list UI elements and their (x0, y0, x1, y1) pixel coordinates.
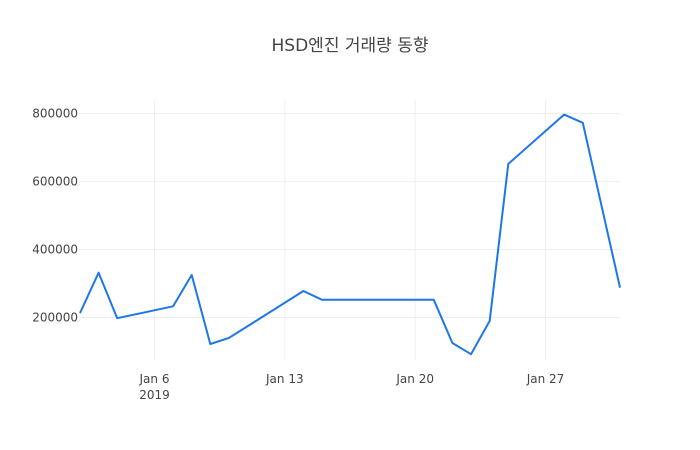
x-tick-label: Jan 20 (395, 372, 434, 386)
x-tick-label: Jan 6 (139, 372, 170, 386)
x-tick-sublabel: 2019 (139, 388, 170, 402)
x-tick-label: Jan 13 (265, 372, 304, 386)
y-tick-label: 400000 (32, 243, 78, 257)
y-tick-label: 600000 (32, 175, 78, 189)
chart-title: HSD엔진 거래량 동향 (271, 36, 429, 56)
x-tick-label: Jan 27 (526, 372, 565, 386)
y-tick-label: 800000 (32, 107, 78, 121)
y-tick-label: 200000 (32, 311, 78, 325)
series-line (79, 113, 621, 356)
